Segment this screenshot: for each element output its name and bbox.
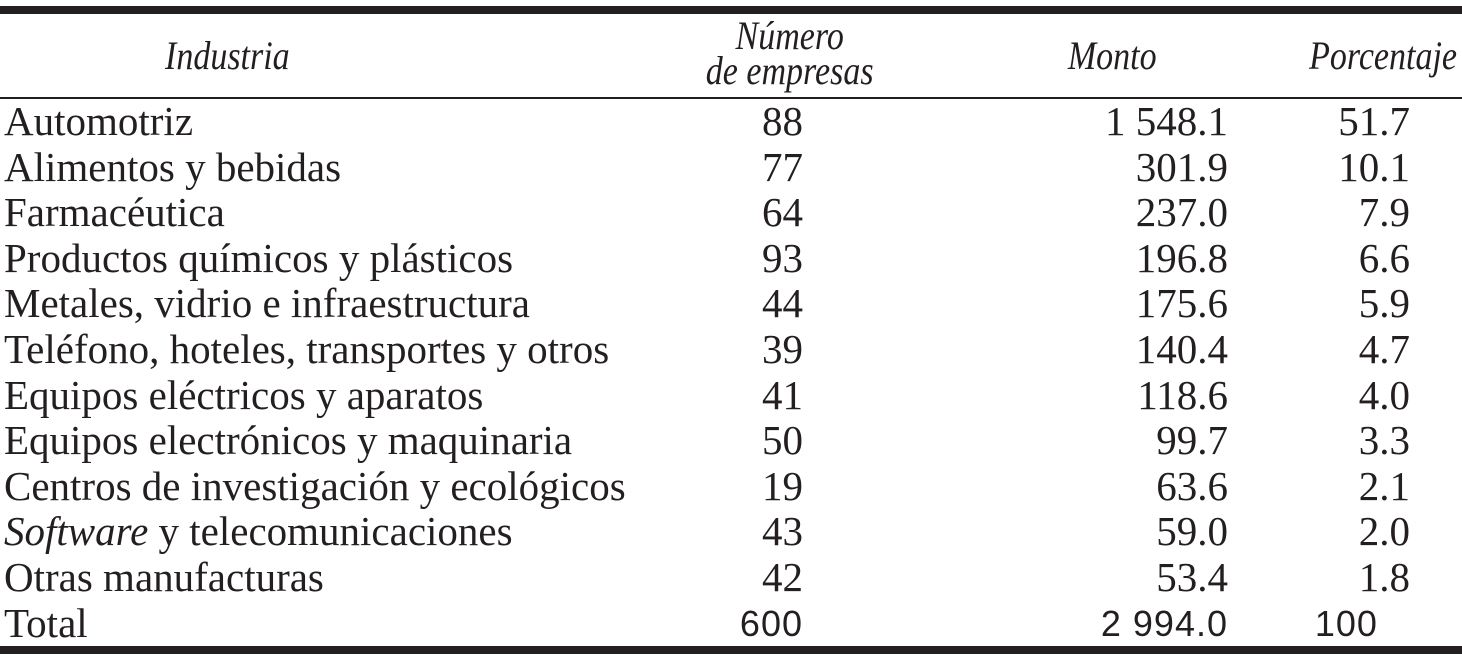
companies-cell: 50 [762,417,803,464]
table-row-total: Total 600 2 994.0 100.0 [0,599,1462,647]
percentage-cell: 2.0 [1358,508,1410,555]
companies-cell: 39 [762,325,803,372]
table-row: Equipos electrónicos y maquinaria 50 99.7 3… [0,418,1462,464]
percentage-cell: 100.0 [1314,602,1378,644]
industry-investment-table: Industria Número de empresas Monto Porcen… [0,6,1462,655]
table-row: Productos químicos y plásticos 93 196.8 6.6 [0,234,1462,282]
amount-cell: 59.0 [1156,508,1228,555]
companies-cell: 41 [762,371,803,418]
table-body: Automotriz 88 1 548.1 51.7 Alimentos y bebid… [0,98,1462,647]
header-amount: Monto [980,32,1245,79]
industry-cell: Otras manufacturas [4,553,324,600]
header-industry-label: Industria [164,33,290,78]
percentage-cell: 2.1 [1358,462,1410,509]
percentage-cell: 3.3 [1358,417,1410,464]
companies-cell: 88 [762,98,803,144]
header-number-of-companies: Número de empresas [600,12,980,94]
companies-cell: 77 [762,143,803,190]
table-row: Equipos eléctricos y aparatos 41 118.6 4.0 [0,371,1462,419]
amount-cell: 2 994.0 [1100,602,1228,644]
amount-cell: 196.8 [1135,234,1228,281]
table-row: Automotriz 88 1 548.1 51.7 [0,98,1462,145]
header-number-of-companies-label: Número de empresas [706,12,874,93]
header-percentage-label: Porcentaje [1309,33,1457,78]
header-amount-label: Monto [1068,33,1157,78]
amount-cell: 1 548.1 [1105,98,1228,144]
industry-cell: Total [4,599,88,646]
table-row: Centros de investigación y ecológicos 19 6… [0,462,1462,510]
industry-cell: Teléfono, hoteles, transportes y otros [4,325,610,372]
companies-cell: 600 [739,602,803,644]
amount-cell: 140.4 [1135,325,1228,372]
table-row: Otras manufacturas 42 53.4 1.8 [0,553,1462,601]
amount-cell: 301.9 [1135,143,1228,190]
percentage-cell: 1.8 [1358,553,1410,600]
industry-cell: Automotriz [4,98,194,144]
industry-cell: Farmacéutica [4,189,225,236]
companies-cell: 42 [762,553,803,600]
percentage-cell: 10.1 [1338,143,1410,190]
header-percentage: Porcentaje [1245,32,1462,79]
table-row: Teléfono, hoteles, transportes y otros 39… [0,325,1462,373]
amount-cell: 175.6 [1135,280,1228,327]
industry-cell: Equipos eléctricos y aparatos [4,371,484,418]
companies-cell: 64 [762,189,803,236]
amount-cell: 118.6 [1137,371,1228,418]
table-row: Alimentos y bebidas 77 301.9 10.1 [0,143,1462,191]
table-row: Software y telecomunicaciones 43 59.0 2.0 [0,509,1462,555]
percentage-cell: 51.7 [1338,98,1410,144]
percentage-cell: 6.6 [1358,234,1410,281]
header-companies-line2: de empresas [706,47,874,93]
industry-cell: Alimentos y bebidas [4,143,342,190]
table-header-row: Industria Número de empresas Monto Porcen… [0,14,1462,99]
percentage-cell: 4.7 [1358,325,1410,372]
companies-cell: 19 [762,462,803,509]
industry-cell: Equipos electrónicos y maquinaria [4,417,573,464]
companies-cell: 93 [762,234,803,281]
amount-cell: 53.4 [1156,553,1228,600]
table-row: Metales, vidrio e infraestructura 44 175.6… [0,281,1462,327]
header-industry: Industria [0,32,600,79]
percentage-cell: 7.9 [1358,189,1410,236]
industry-cell: Productos químicos y plásticos [4,234,514,281]
amount-cell: 63.6 [1156,462,1228,509]
companies-cell: 43 [762,508,803,555]
table-row: Farmacéutica 64 237.0 7.9 [0,190,1462,236]
header-companies-line1: Número [735,12,845,58]
industry-cell: Centros de investigación y ecológicos [4,462,626,509]
percentage-cell: 5.9 [1358,280,1410,327]
percentage-cell: 4.0 [1358,371,1410,418]
amount-cell: 99.7 [1156,417,1228,464]
industry-cell: Software y telecomunicaciones [4,508,513,555]
industry-cell: Metales, vidrio e infraestructura [4,280,530,327]
companies-cell: 44 [762,280,803,327]
amount-cell: 237.0 [1135,189,1228,236]
